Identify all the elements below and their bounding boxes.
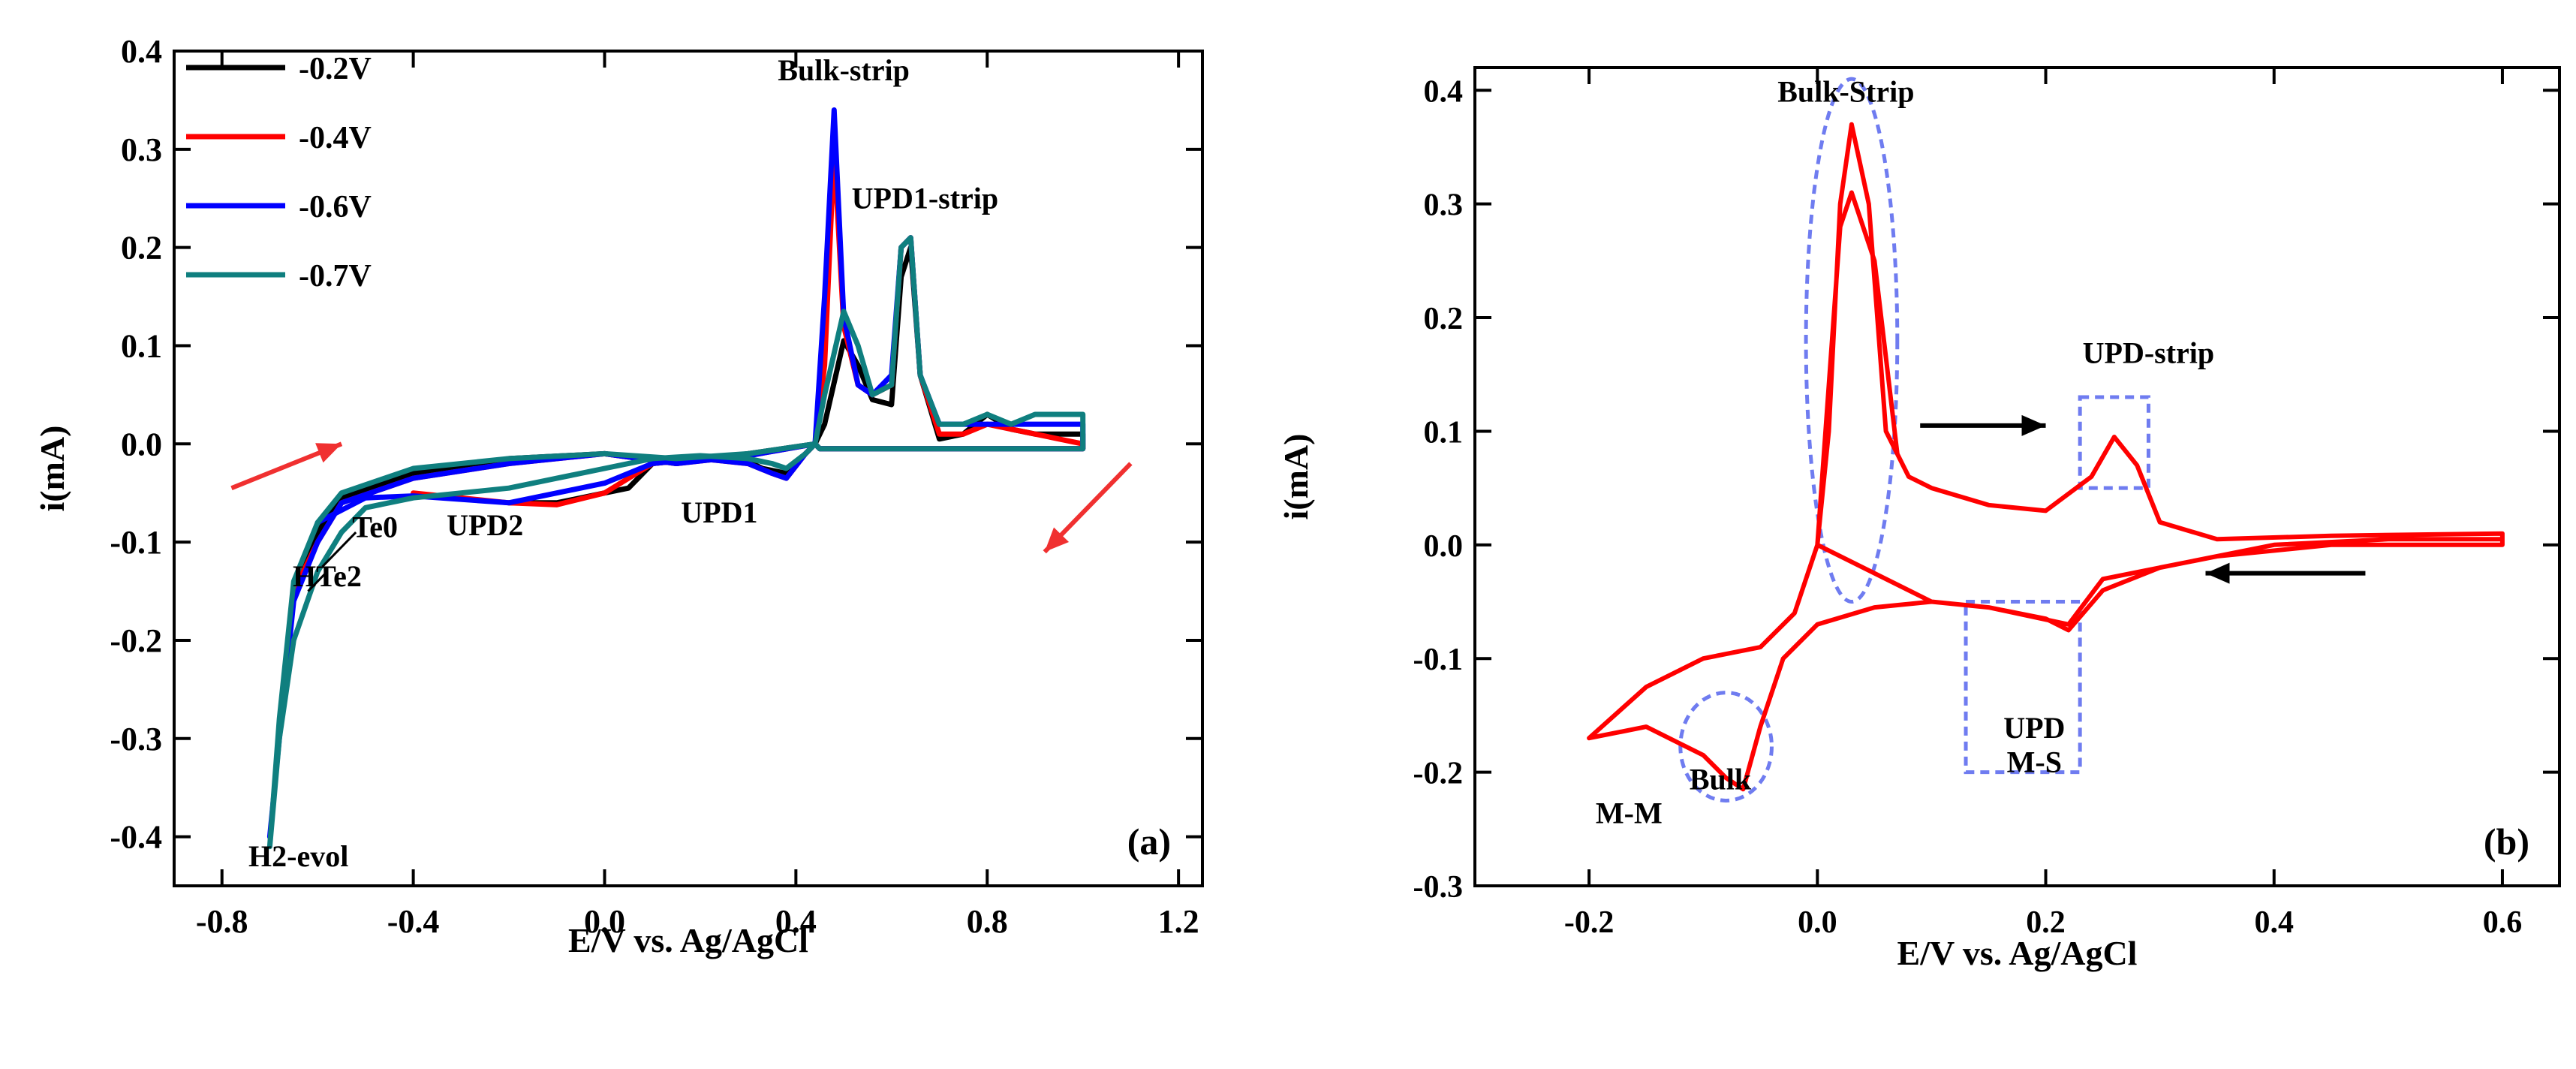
x-axis-label: E/V vs. Ag/AgCl	[568, 921, 808, 959]
y-tick-label: 0.3	[121, 131, 162, 168]
panel-a-chart: -0.8 -0.4 0.0 0.4 0.8 1.2 0.4 0.3 0.2 0.1 0.0 -0.1 -…	[33, 33, 1204, 959]
x-tick-label: 1.2	[1158, 903, 1199, 940]
y-tick-label: 0.2	[121, 230, 162, 266]
direction-arrowhead	[1044, 527, 1070, 553]
legend-label: -0.4V	[299, 121, 372, 155]
x-tick-label: -0.4	[387, 903, 440, 940]
peak-annotation: M-S	[2007, 745, 2062, 779]
panel-label: (a)	[1127, 821, 1171, 863]
y-tick-label: -0.1	[110, 524, 162, 561]
series-group	[1587, 122, 2505, 792]
legend-label: -0.7V	[299, 259, 372, 294]
y-tick-label: -0.3	[1413, 870, 1464, 905]
direction-arrowhead	[315, 443, 342, 463]
x-axis-label: E/V vs. Ag/AgCl	[1897, 934, 2138, 972]
peak-annotation: HTe2	[293, 559, 362, 593]
highlight-ellipse	[1804, 77, 1900, 604]
y-tick-label: -0.4	[110, 819, 162, 856]
y-tick-label: -0.2	[1413, 757, 1464, 791]
x-tick-label: -0.8	[196, 903, 248, 940]
peak-annotation: H2-evol	[248, 839, 348, 873]
legend-label: -0.2V	[299, 52, 372, 86]
y-tick-label: -0.3	[110, 721, 162, 757]
pointer-arrow	[307, 571, 328, 592]
x-tick-label: 0.4	[775, 903, 817, 940]
peak-annotation: UPD1-strip	[852, 181, 999, 215]
y-tick-label: 0.2	[1424, 302, 1464, 336]
peak-annotation: UPD-strip	[2083, 336, 2215, 370]
peak-annotation: UPD1	[681, 495, 757, 529]
x-tick-label: -0.2	[1564, 905, 1615, 940]
peak-annotation: Bulk	[1690, 762, 1752, 796]
y-tick-label: 0.4	[1424, 74, 1464, 109]
peak-annotation: UPD	[2003, 711, 2065, 745]
y-tick-label: 0.4	[121, 33, 162, 70]
pointer-arrow	[321, 531, 357, 568]
x-tick-label: 0.0	[584, 903, 625, 940]
series-line	[266, 235, 1086, 850]
y-tick-label: 0.1	[1424, 415, 1464, 450]
peak-annotation: Bulk-Strip	[1777, 74, 1914, 108]
plot-frame	[173, 50, 1204, 887]
y-tick-label: -0.2	[110, 622, 162, 659]
x-tick-label: 0.6	[2483, 905, 2523, 940]
panel-b-chart: -0.2 0.0 0.2 0.4 0.6 0.4 0.3 0.2 0.1 0.0 -0.1 -0.2 -…	[1277, 66, 2561, 972]
panel-label: (b)	[2484, 821, 2529, 863]
peak-annotation: Bulk-strip	[778, 53, 910, 87]
highlight-box	[2078, 395, 2150, 490]
y-tick-label: 0.3	[1424, 188, 1464, 223]
y-tick-label: 0.0	[121, 426, 162, 462]
peak-annotation: M-M	[1596, 796, 1663, 830]
direction-arrowhead	[2021, 414, 2046, 436]
x-tick-label: 0.8	[967, 903, 1008, 940]
plot-frame	[1473, 66, 2561, 887]
highlight-box	[1964, 600, 2082, 775]
series-line	[1587, 122, 2505, 792]
y-tick-label: 0.1	[121, 327, 162, 364]
y-tick-label: 0.0	[1424, 529, 1464, 564]
x-tick-label: 0.0	[1798, 905, 1837, 940]
peak-annotation: UPD2	[447, 508, 523, 542]
y-tick-label: -0.1	[1413, 643, 1464, 677]
direction-arrowhead	[2205, 562, 2230, 584]
series-group	[266, 107, 1086, 850]
y-axis-label: i(mA)	[33, 426, 71, 512]
peak-annotation: Te0	[352, 510, 398, 544]
x-tick-label: 0.2	[2026, 905, 2066, 940]
x-tick-label: 0.4	[2254, 905, 2294, 940]
legend-label: -0.6V	[299, 190, 372, 224]
highlight-ellipse	[1678, 691, 1774, 803]
y-axis-label: i(mA)	[1277, 434, 1315, 520]
